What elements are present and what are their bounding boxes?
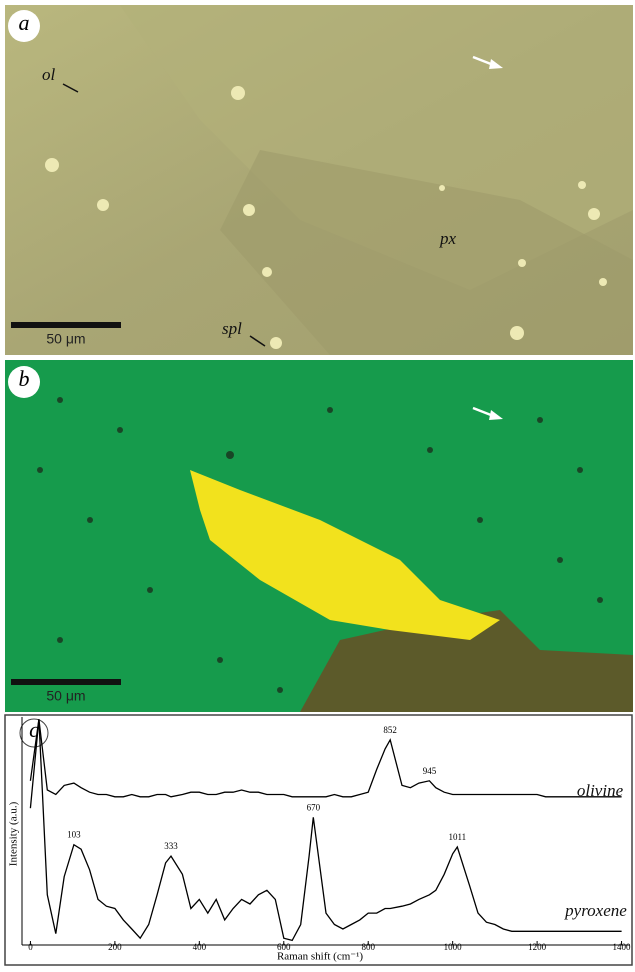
x-tick-label: 200	[108, 942, 122, 952]
panel-a: a ol px spl 50 μm	[5, 5, 633, 355]
peak-label: 333	[164, 841, 178, 851]
panel-b: b 50 μm	[5, 360, 633, 712]
panel-frame	[5, 715, 632, 965]
figure: a ol px spl 50 μm b 50 μm c Raman shift …	[0, 0, 635, 967]
x-tick-label: 800	[361, 942, 375, 952]
y-axis-label: Intensity (a.u.)	[8, 801, 20, 866]
annotation: spl	[222, 319, 242, 338]
series-label: pyroxene	[564, 901, 627, 920]
panel-label: b	[19, 366, 30, 391]
peak-label: 852	[383, 725, 397, 735]
scale-bar	[11, 322, 121, 328]
scale-bar-label: 50 μm	[46, 331, 85, 347]
x-tick-label: 1000	[444, 942, 463, 952]
spectrum-panel: c Raman shift (cm⁻¹) Intensity (a.u.) ol…	[5, 715, 632, 965]
peak-label: 945	[423, 766, 437, 776]
annotation: px	[439, 229, 457, 248]
peak-label: 670	[307, 802, 321, 812]
x-tick-label: 600	[277, 942, 291, 952]
x-axis-label: Raman shift (cm⁻¹)	[277, 951, 363, 963]
x-tick-label: 1200	[528, 942, 547, 952]
scale-bar-label: 50 μm	[46, 688, 85, 704]
annotation: ol	[42, 65, 56, 84]
x-tick-label: 0	[28, 942, 33, 952]
scale-bar	[11, 679, 121, 685]
peak-label: 1011	[448, 832, 466, 842]
x-tick-label: 1400	[613, 942, 632, 952]
peak-label: 103	[67, 830, 81, 840]
panel-label: a	[19, 10, 30, 35]
x-tick-label: 400	[193, 942, 207, 952]
